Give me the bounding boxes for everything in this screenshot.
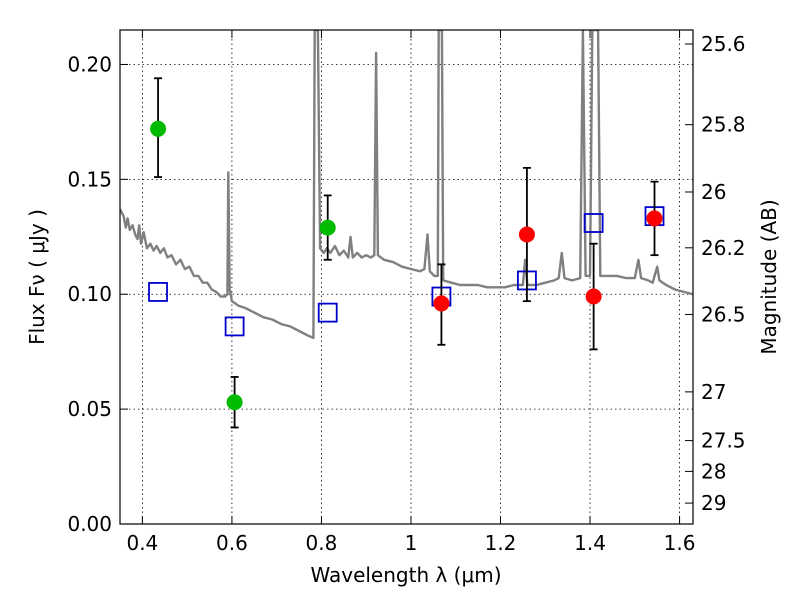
x-tick-label: 1.2 [485, 531, 517, 555]
data-point-marker [518, 226, 535, 243]
axis-ticks: 0.4 0.6 0.8 1 1.2 1.4 1.6 0.00 0.05 0.10 0.15 0.20 2… [67, 30, 746, 555]
right-tick-label: 25.6 [701, 32, 746, 56]
plot-area [120, 30, 693, 429]
right-tick-label: 27.5 [701, 429, 746, 453]
right-tick-label: 26 [701, 180, 726, 204]
data-point-marker [585, 288, 602, 305]
right-tick-label: 28 [701, 459, 726, 483]
data-point-marker [319, 219, 336, 236]
model-square-marker [224, 316, 245, 337]
y-axis-title: Flux Fν ( μJy ) [25, 209, 49, 345]
right-tick-label: 27 [701, 380, 726, 404]
right-tick-label: 25.8 [701, 113, 746, 137]
y-tick-label: 0.20 [67, 52, 112, 76]
x-tick-label: 0.8 [306, 531, 338, 555]
model-square-marker [317, 302, 338, 323]
right-tick-label: 26.5 [701, 302, 746, 326]
model-square-marker [148, 282, 168, 302]
right-tick-label: 26.2 [701, 236, 746, 260]
plot-frame [119, 29, 694, 525]
data-point-marker [433, 295, 450, 312]
y-tick-label: 0.15 [67, 167, 112, 191]
right-tick-label: 29 [701, 491, 726, 515]
data-point-marker [150, 120, 167, 137]
x-axis-title: Wavelength λ (μm) [310, 563, 501, 587]
y-tick-label: 0.10 [67, 282, 112, 306]
y-tick-label: 0.05 [67, 397, 112, 421]
right-axis-title: Magnitude (AB) [757, 199, 781, 354]
x-tick-label: 1.6 [664, 531, 696, 555]
x-tick-label: 0.6 [216, 531, 248, 555]
x-tick-label: 1.4 [574, 531, 606, 555]
x-tick-label: 1 [405, 531, 418, 555]
x-tick-label: 0.4 [126, 531, 158, 555]
model-square-marker [583, 213, 604, 233]
data-point-marker [226, 394, 243, 411]
y-tick-label: 0.00 [67, 512, 112, 536]
data-point-marker [646, 210, 663, 227]
spectrum-line [120, 30, 693, 340]
